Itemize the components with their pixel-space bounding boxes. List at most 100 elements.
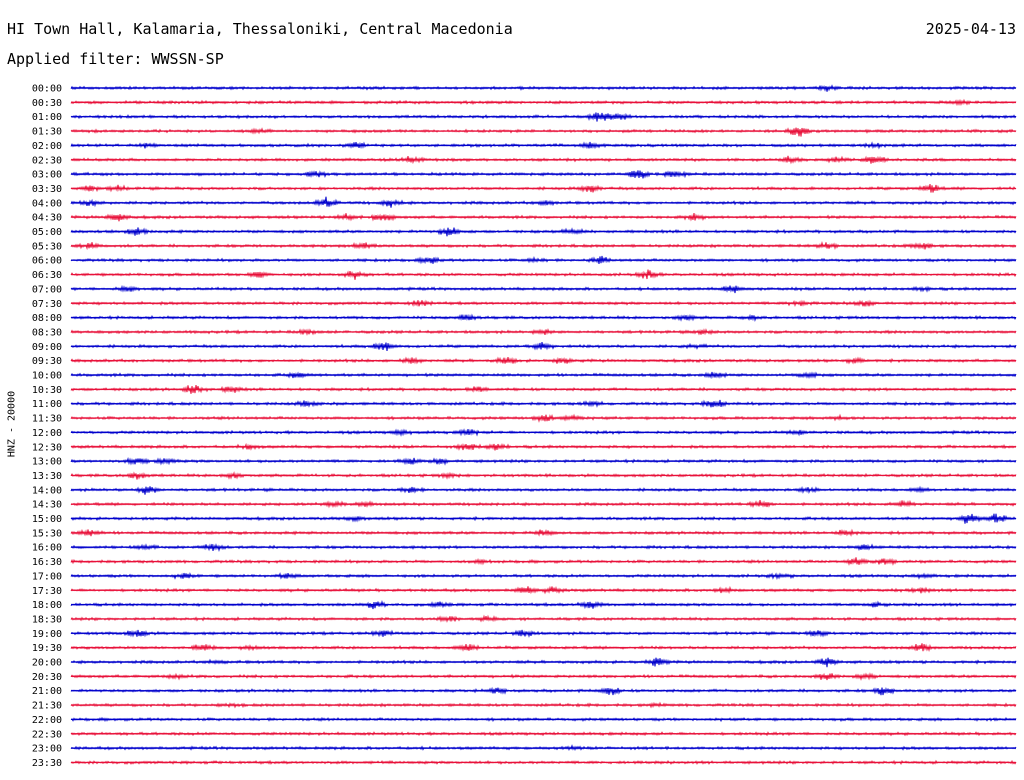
trace-row: 15:30	[32, 528, 1017, 539]
trace-time-label: 11:30	[32, 414, 62, 425]
trace-row: 22:30	[32, 729, 1017, 740]
trace-row: 12:30	[32, 442, 1017, 453]
trace-time-label: 23:30	[32, 758, 62, 769]
trace-time-label: 15:30	[32, 528, 62, 539]
trace-row: 03:00	[32, 170, 1017, 181]
trace-row: 18:30	[32, 614, 1017, 625]
trace-row: 17:30	[32, 585, 1017, 597]
trace-row: 14:30	[32, 499, 1017, 511]
trace-time-label: 22:00	[32, 715, 62, 726]
trace-row: 19:30	[32, 643, 1017, 654]
trace-row: 08:30	[32, 327, 1017, 338]
trace-row: 18:00	[32, 600, 1017, 611]
trace-time-label: 19:30	[32, 643, 62, 654]
seismic-trace	[70, 686, 1017, 696]
trace-time-label: 10:00	[32, 371, 62, 382]
trace-row: 07:00	[32, 284, 1017, 295]
trace-time-label: 14:00	[32, 485, 62, 496]
trace-time-label: 06:00	[32, 256, 62, 267]
trace-row: 20:30	[32, 672, 1017, 683]
trace-row: 09:30	[32, 356, 1017, 367]
trace-time-label: 20:00	[32, 658, 62, 669]
trace-time-label: 15:00	[32, 514, 62, 525]
trace-time-label: 08:00	[32, 313, 62, 324]
trace-time-label: 13:30	[32, 471, 62, 482]
trace-row: 05:00	[32, 227, 1017, 238]
trace-time-label: 16:30	[32, 557, 62, 568]
trace-time-label: 04:30	[32, 213, 62, 224]
trace-row: 13:30	[32, 471, 1017, 482]
trace-row: 19:00	[32, 629, 1017, 640]
trace-time-label: 05:00	[32, 227, 62, 238]
trace-time-label: 12:30	[32, 442, 62, 453]
trace-row: 16:00	[32, 543, 1017, 554]
trace-time-label: 05:30	[32, 241, 62, 252]
seismic-trace	[70, 84, 1017, 92]
seismic-trace	[70, 485, 1017, 495]
trace-row: 20:00	[32, 658, 1017, 669]
trace-row: 04:00	[32, 196, 1017, 209]
trace-row: 13:00	[32, 457, 1017, 468]
station-title: HI Town Hall, Kalamaria, Thessaloniki, C…	[7, 20, 513, 38]
trace-time-label: 00:30	[32, 98, 62, 109]
trace-row: 01:30	[32, 127, 1017, 138]
trace-row: 06:30	[32, 269, 1017, 281]
trace-row: 02:30	[32, 155, 1017, 166]
trace-time-label: 09:30	[32, 356, 62, 367]
trace-time-label: 17:30	[32, 586, 62, 597]
trace-row: 09:00	[32, 342, 1017, 353]
trace-time-label: 06:30	[32, 270, 62, 281]
trace-time-label: 18:30	[32, 614, 62, 625]
trace-row: 05:30	[32, 241, 1017, 252]
trace-time-label: 20:30	[32, 672, 62, 683]
trace-time-label: 23:00	[32, 744, 62, 755]
trace-time-label: 07:00	[32, 284, 62, 295]
trace-time-label: 18:00	[32, 600, 62, 611]
trace-time-label: 13:00	[32, 457, 62, 468]
trace-time-label: 00:00	[32, 84, 62, 95]
trace-row: 23:00	[32, 744, 1017, 755]
date-label: 2025-04-13	[925, 20, 1016, 38]
trace-time-label: 21:30	[32, 701, 62, 712]
trace-row: 15:00	[32, 513, 1017, 525]
trace-time-label: 17:00	[32, 571, 62, 582]
trace-row: 06:00	[32, 256, 1017, 267]
trace-time-label: 01:00	[32, 112, 62, 123]
trace-row: 14:00	[32, 485, 1017, 496]
filter-label: Applied filter: WWSSN-SP	[7, 50, 224, 68]
trace-row: 17:00	[32, 571, 1017, 582]
trace-row: 04:30	[32, 213, 1017, 224]
trace-time-label: 10:30	[32, 385, 62, 396]
trace-row: 10:00	[32, 371, 1017, 382]
trace-time-label: 11:00	[32, 399, 62, 410]
trace-row: 12:00	[32, 428, 1017, 439]
trace-time-label: 01:30	[32, 127, 62, 138]
trace-row: 00:30	[32, 98, 1017, 109]
trace-row: 02:00	[32, 141, 1017, 152]
seismic-trace	[70, 499, 1017, 509]
trace-row: 08:00	[32, 313, 1017, 324]
trace-time-label: 19:00	[32, 629, 62, 640]
trace-time-label: 16:00	[32, 543, 62, 554]
seismic-trace	[70, 600, 1017, 610]
trace-row: 21:00	[32, 686, 1017, 697]
trace-row: 11:00	[32, 399, 1017, 410]
trace-row: 00:00	[32, 84, 1017, 95]
trace-row: 16:30	[32, 557, 1017, 568]
trace-time-label: 12:00	[32, 428, 62, 439]
trace-row: 22:00	[32, 715, 1017, 726]
trace-time-label: 22:30	[32, 729, 62, 740]
trace-time-label: 04:00	[32, 198, 62, 209]
trace-time-label: 03:30	[32, 184, 62, 195]
trace-time-label: 03:00	[32, 170, 62, 181]
seismic-trace	[70, 127, 1017, 137]
trace-row: 10:30	[32, 385, 1017, 396]
trace-time-label: 21:00	[32, 686, 62, 697]
trace-time-label: 07:30	[32, 299, 62, 310]
trace-row: 21:30	[32, 701, 1017, 712]
trace-time-label: 08:30	[32, 327, 62, 338]
trace-row: 23:30	[32, 758, 1017, 769]
trace-time-label: 09:00	[32, 342, 62, 353]
trace-time-label: 02:00	[32, 141, 62, 152]
